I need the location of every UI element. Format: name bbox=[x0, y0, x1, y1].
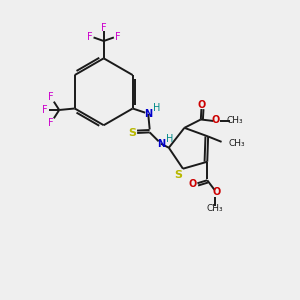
Text: S: S bbox=[128, 128, 136, 138]
Text: S: S bbox=[175, 170, 182, 180]
Text: H: H bbox=[153, 103, 160, 113]
Text: F: F bbox=[48, 118, 54, 128]
Text: O: O bbox=[212, 116, 220, 125]
Text: N: N bbox=[144, 109, 152, 119]
Text: CH₃: CH₃ bbox=[206, 204, 223, 213]
Text: F: F bbox=[115, 32, 121, 42]
Text: H: H bbox=[166, 134, 173, 144]
Text: F: F bbox=[48, 92, 54, 102]
Text: CH₃: CH₃ bbox=[226, 116, 243, 125]
Text: O: O bbox=[197, 100, 206, 110]
Text: F: F bbox=[42, 105, 48, 115]
Text: CH₃: CH₃ bbox=[228, 139, 245, 148]
Text: N: N bbox=[157, 139, 165, 149]
Text: O: O bbox=[189, 179, 197, 189]
Text: F: F bbox=[87, 32, 92, 42]
Text: F: F bbox=[101, 23, 106, 33]
Text: O: O bbox=[212, 187, 220, 197]
